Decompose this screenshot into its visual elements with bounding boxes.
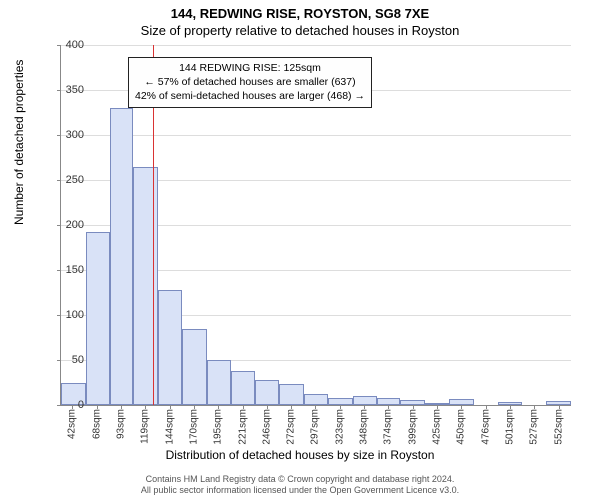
chart-area: 144 REDWING RISE: 125sqm ← 57% of detach… [60,45,570,405]
xtick-label: 93sqm [116,409,127,439]
title-main: 144, REDWING RISE, ROYSTON, SG8 7XE [0,0,600,21]
ytick-mark [57,180,61,181]
ytick-mark [57,405,61,406]
footer-line3: All public sector information licensed u… [0,485,600,496]
ytick-label: 400 [66,39,84,51]
histogram-bar [133,167,158,406]
footer: Contains HM Land Registry data © Crown c… [0,474,600,497]
xtick-label: 42sqm [67,409,78,439]
ytick-label: 300 [66,129,84,141]
x-axis-label: Distribution of detached houses by size … [0,448,600,462]
histogram-bar [207,360,231,405]
xtick-label: 323sqm [334,409,345,445]
ytick-mark [57,135,61,136]
ytick-label: 50 [72,354,84,366]
xtick-label: 144sqm [164,409,175,445]
histogram-bar [304,394,328,405]
histogram-bar [182,329,207,406]
xtick-label: 501sqm [504,409,515,445]
ytick-mark [57,360,61,361]
xtick-label: 68sqm [91,409,102,439]
histogram-bar [158,290,182,405]
callout-line3: 42% of semi-detached houses are larger (… [135,89,365,103]
xtick-label: 399sqm [407,409,418,445]
xtick-label: 476sqm [480,409,491,445]
ytick-mark [57,45,61,46]
xtick-label: 450sqm [456,409,467,445]
xtick-label: 297sqm [310,409,321,445]
xtick-label: 170sqm [188,409,199,445]
ytick-mark [57,315,61,316]
histogram-bar [255,380,279,405]
xtick-label: 527sqm [529,409,540,445]
xtick-label: 552sqm [553,409,564,445]
xtick-label: 374sqm [383,409,394,445]
footer-line1: Contains HM Land Registry data © Crown c… [0,474,600,485]
ytick-mark [57,270,61,271]
xtick-label: 119sqm [140,409,151,444]
gridline-h [61,135,571,136]
xtick-label: 425sqm [432,409,443,445]
histogram-bar [279,384,304,405]
histogram-bar [377,398,401,405]
ytick-label: 150 [66,264,84,276]
ytick-mark [57,225,61,226]
ytick-label: 250 [66,174,84,186]
callout-box: 144 REDWING RISE: 125sqm ← 57% of detach… [128,57,372,108]
ytick-label: 100 [66,309,84,321]
callout-line2: ← 57% of detached houses are smaller (63… [135,75,365,89]
callout-line1: 144 REDWING RISE: 125sqm [135,61,365,75]
histogram-bar [328,398,353,405]
histogram-bar [353,396,377,405]
histogram-bar [231,371,256,405]
ytick-label: 200 [66,219,84,231]
xtick-label: 246sqm [261,409,272,445]
chart-container: 144, REDWING RISE, ROYSTON, SG8 7XE Size… [0,0,600,500]
histogram-bar [110,108,134,405]
ytick-label: 350 [66,84,84,96]
xtick-label: 195sqm [213,409,224,445]
xtick-label: 221sqm [237,409,248,445]
xtick-label: 348sqm [359,409,370,445]
ytick-mark [57,90,61,91]
y-axis-label: Number of detached properties [12,60,26,225]
ytick-label: 0 [78,399,84,411]
title-sub: Size of property relative to detached ho… [0,21,600,38]
histogram-bar [86,232,110,405]
xtick-label: 272sqm [286,409,297,445]
gridline-h [61,45,571,46]
